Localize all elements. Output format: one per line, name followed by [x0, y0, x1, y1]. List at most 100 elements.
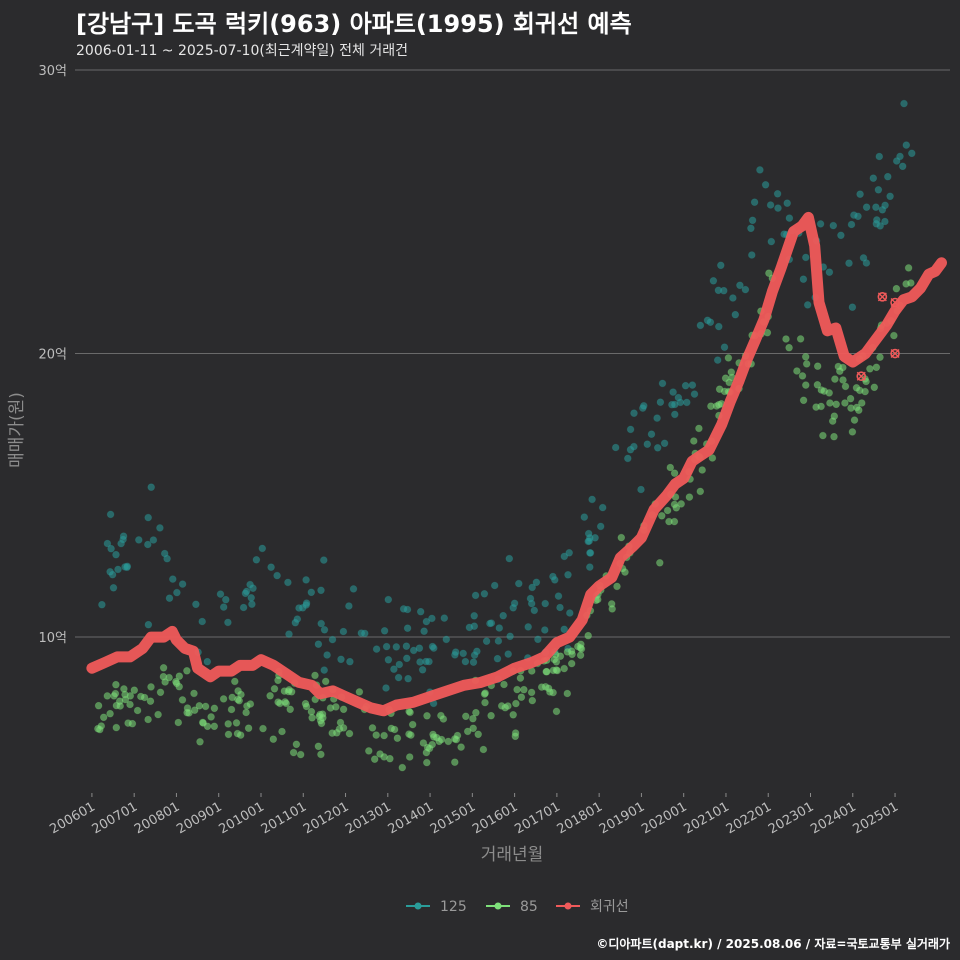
point-125	[549, 572, 557, 581]
point-85	[203, 722, 212, 731]
point-125	[653, 414, 661, 422]
point-85	[332, 728, 341, 737]
point-85	[782, 335, 790, 343]
point-85	[613, 582, 621, 591]
point-125	[554, 592, 563, 600]
point-125	[524, 623, 532, 631]
point-125	[541, 599, 549, 608]
point-125	[241, 589, 250, 598]
point-85	[839, 363, 847, 372]
point-125	[637, 485, 645, 494]
point-125	[395, 660, 404, 669]
point-125	[163, 554, 171, 563]
point-125	[845, 259, 853, 268]
point-85	[339, 724, 348, 732]
point-85	[857, 399, 866, 407]
x-tick-label: 200801	[132, 799, 182, 837]
point-125	[314, 640, 323, 648]
point-85	[96, 725, 104, 734]
regression-line-path	[86, 211, 947, 717]
point-85	[469, 714, 477, 723]
point-125	[560, 625, 568, 634]
point-85	[270, 684, 279, 693]
y-axis-label: 매매가(원)	[7, 392, 27, 468]
point-85	[332, 703, 340, 711]
point-85	[801, 352, 810, 361]
point-125	[862, 203, 871, 212]
point-85	[190, 706, 199, 714]
point-125	[898, 162, 907, 171]
point-85	[120, 685, 128, 693]
point-125	[252, 555, 261, 564]
point-125	[504, 650, 513, 658]
point-125	[219, 603, 228, 611]
point-125	[716, 261, 725, 270]
legend-swatch-dot	[414, 902, 422, 910]
highlighted-point-mark	[890, 349, 900, 359]
point-85	[106, 709, 114, 718]
point-85	[302, 702, 311, 711]
point-85	[435, 737, 444, 746]
point-125	[239, 603, 248, 612]
point-85	[866, 364, 874, 373]
point-125	[144, 620, 153, 629]
point-125	[169, 575, 177, 583]
point-125	[540, 626, 549, 634]
point-85	[130, 686, 139, 694]
point-125	[596, 522, 605, 531]
point-125	[442, 635, 451, 644]
point-85	[405, 730, 413, 738]
point-85	[228, 693, 237, 702]
point-85	[801, 381, 810, 389]
point-125	[803, 301, 812, 309]
x-tick-label: 202201	[724, 799, 774, 837]
point-125	[514, 579, 523, 588]
x-tick-label: 201801	[555, 799, 605, 837]
point-85	[512, 699, 520, 708]
x-tick-label: 201001	[217, 799, 267, 837]
point-85	[552, 707, 561, 716]
point-125	[761, 181, 770, 189]
point-85	[103, 692, 112, 700]
point-85	[855, 386, 864, 395]
point-85	[311, 671, 319, 680]
point-125	[588, 495, 596, 504]
point-125	[848, 303, 857, 312]
point-125	[471, 591, 480, 600]
point-125	[349, 585, 358, 593]
point-85	[405, 753, 414, 761]
point-125	[495, 624, 504, 632]
legend-swatch-dot	[564, 902, 572, 910]
point-85	[677, 500, 685, 508]
point-85	[266, 691, 274, 700]
point-125	[896, 152, 904, 161]
point-125	[323, 651, 331, 659]
point-85	[817, 402, 825, 411]
point-125	[584, 537, 592, 546]
point-85	[839, 376, 847, 384]
point-125	[878, 206, 887, 214]
point-85	[368, 724, 377, 732]
point-85	[126, 700, 134, 709]
point-85	[560, 664, 568, 673]
point-125	[285, 630, 293, 638]
point-125	[461, 657, 470, 666]
highlighted-point	[890, 348, 900, 359]
point-85	[372, 731, 381, 739]
point-125	[470, 611, 479, 620]
point-125	[825, 268, 834, 277]
point-85	[314, 742, 323, 751]
point-85	[292, 740, 301, 749]
point-85	[552, 666, 561, 674]
point-85	[165, 673, 173, 682]
point-85	[670, 469, 679, 478]
point-125	[907, 149, 916, 158]
point-125	[384, 655, 393, 664]
point-85	[841, 399, 849, 407]
y-axis-ticks: 10억 20억 30억	[38, 64, 67, 646]
point-125	[402, 642, 411, 650]
point-125	[611, 443, 620, 452]
point-125	[829, 221, 838, 230]
point-125	[799, 275, 808, 284]
